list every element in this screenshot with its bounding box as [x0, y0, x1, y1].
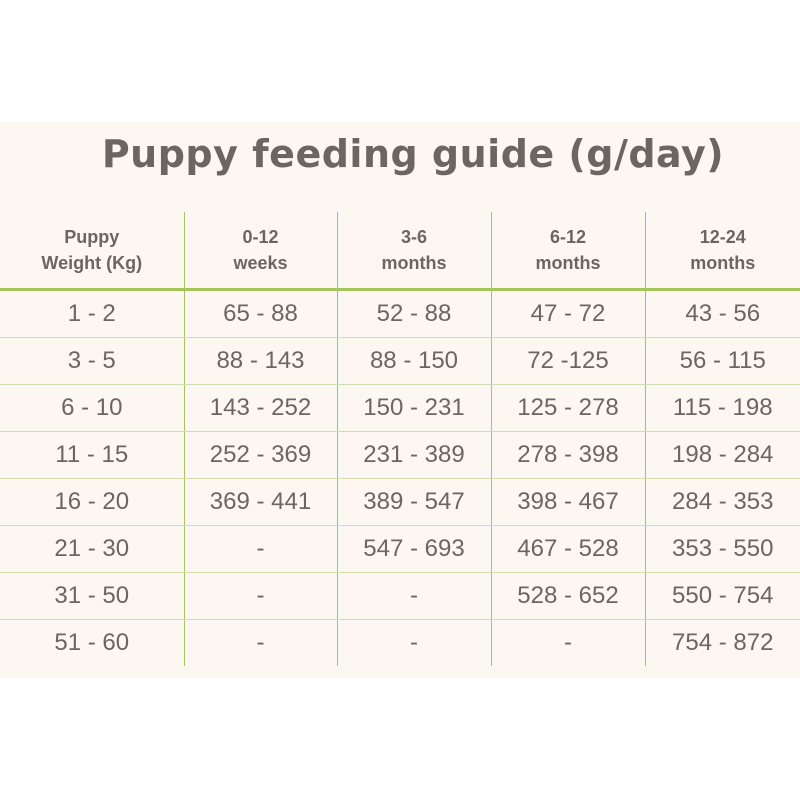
- header-line: Puppy: [64, 227, 120, 247]
- header-line: 3-6: [400, 227, 427, 247]
- header-12-24-months: 12-24 months: [644, 212, 800, 291]
- header-6-12-months: 6-12 months: [490, 212, 645, 291]
- header-line: weeks: [233, 253, 288, 273]
- table-cell: 56 - 115: [644, 337, 800, 385]
- table-cell: 65 - 88: [183, 289, 337, 338]
- header-line: months: [381, 253, 447, 273]
- header-line: months: [690, 253, 756, 273]
- table-cell: 52 - 88: [336, 289, 491, 338]
- table-cell: 88 - 150: [336, 337, 491, 385]
- weight-cell: 16 - 20: [0, 478, 184, 526]
- table-cell: 528 - 652: [490, 572, 645, 620]
- table-cell: 252 - 369: [183, 431, 337, 479]
- table-cell: 88 - 143: [183, 337, 337, 385]
- weight-cell: 1 - 2: [0, 289, 184, 338]
- header-puppy-weight: Puppy Weight (Kg): [0, 212, 184, 291]
- header-line: Weight (Kg): [41, 253, 143, 273]
- empty-cell: -: [183, 619, 337, 666]
- header-0-12-weeks: 0-12 weeks: [183, 212, 337, 291]
- table-cell: 231 - 389: [336, 431, 491, 479]
- table-cell: 72 -125: [490, 337, 645, 385]
- table-cell: 150 - 231: [336, 384, 491, 432]
- table-cell: 143 - 252: [183, 384, 337, 432]
- weight-cell: 51 - 60: [54, 629, 130, 656]
- weight-cell: 31 - 50: [0, 572, 184, 620]
- weight-cell: 6 - 10: [0, 384, 184, 432]
- weight-cell: 3 - 5: [0, 337, 184, 385]
- empty-cell: -: [183, 572, 337, 620]
- header-line: 6-12: [549, 227, 587, 247]
- header-row: Puppy Weight (Kg) 0-12 weeks 3-6 months …: [0, 212, 800, 291]
- table-cell: 198 - 284: [644, 431, 800, 479]
- table-cell: 550 - 754: [644, 572, 800, 620]
- empty-cell: -: [490, 619, 645, 666]
- table-cell: 353 - 550: [644, 525, 800, 573]
- table-row: 31 - 50 - - 528 - 652 550 - 754: [0, 572, 800, 620]
- table-cell: 278 - 398: [490, 431, 645, 479]
- table-row: 3 - 5 88 - 143 88 - 150 72 -125 56 - 115: [0, 337, 800, 385]
- table-cell: 43 - 56: [644, 289, 800, 338]
- table-cell: 115 - 198: [644, 384, 800, 432]
- table-cell: 467 - 528: [490, 525, 645, 573]
- header-line: months: [535, 253, 601, 273]
- table-row: 16 - 20 369 - 441 389 - 547 398 - 467 28…: [0, 478, 800, 526]
- header-line: 12-24: [699, 227, 746, 247]
- table-row: 6 - 10 143 - 252 150 - 231 125 - 278 115…: [0, 384, 800, 432]
- table-cell: 369 - 441: [183, 478, 337, 526]
- empty-cell: -: [336, 572, 491, 620]
- table-cell: 398 - 467: [490, 478, 645, 526]
- header-line: 0-12: [242, 227, 279, 247]
- header-3-6-months: 3-6 months: [336, 212, 491, 291]
- table-cell: 125 - 278: [490, 384, 645, 432]
- empty-cell: -: [183, 525, 337, 573]
- table-row: 11 - 15 252 - 369 231 - 389 278 - 398 19…: [0, 431, 800, 479]
- page-title: Puppy feeding guide (g/day): [101, 132, 725, 176]
- weight-cell: 11 - 15: [0, 431, 184, 479]
- table-row: 51 - 60 - - - 754 - 872: [0, 619, 800, 666]
- feeding-guide-table: Puppy Weight (Kg) 0-12 weeks 3-6 months …: [0, 212, 800, 666]
- table-cell: 389 - 547: [336, 478, 491, 526]
- table-row: 21 - 30 - 547 - 693 467 - 528 353 - 550: [0, 525, 800, 573]
- table-cell: 47 - 72: [490, 289, 645, 338]
- table-cell: 754 - 872: [644, 619, 800, 666]
- table-cell: 547 - 693: [336, 525, 491, 573]
- table-cell: 284 - 353: [644, 478, 800, 526]
- empty-cell: -: [336, 619, 491, 666]
- table-row: 1 - 2 65 - 88 52 - 88 47 - 72 43 - 56: [0, 289, 800, 338]
- weight-cell: 21 - 30: [0, 525, 184, 573]
